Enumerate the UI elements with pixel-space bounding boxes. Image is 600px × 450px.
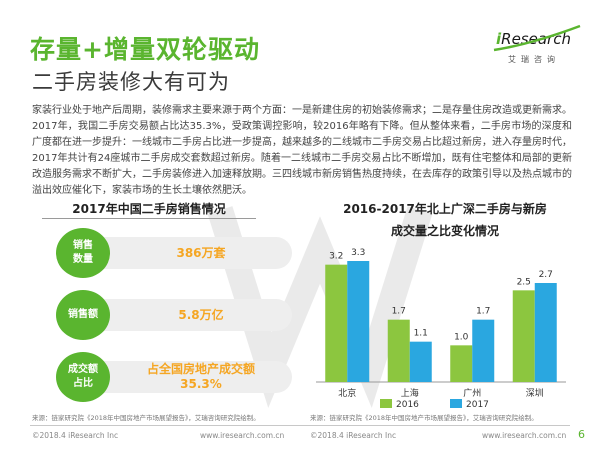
logo-chinese: 艾瑞咨询 — [508, 55, 560, 64]
stat-bar — [76, 361, 292, 393]
left-source-note: 来源：链家研究院《2018年中国房地产市场展望报告》，艾瑞咨询研究院绘制。 — [32, 414, 260, 422]
stat-value: 5.8万亿 — [178, 308, 224, 322]
legend-swatch-2017 — [450, 399, 462, 408]
bar-2017-北京 — [347, 261, 370, 382]
bar-2017-上海 — [409, 341, 432, 382]
bar-2016-上海 — [387, 319, 410, 382]
stat-sales-amount: 5.8万亿 销售额 — [56, 290, 296, 340]
bar-2017-深圳 — [534, 283, 557, 382]
footer-copyright-right: ©2018.4 iResearch Inc — [310, 431, 397, 440]
stat-value: 占全国房地产成交额 35.3% — [146, 362, 255, 391]
stat-label: 成交额 占比 — [56, 352, 110, 402]
footer-copyright-left: ©2018.4 iResearch Inc — [32, 431, 119, 440]
stat-bar — [76, 299, 292, 331]
stat-label-text: 成交额 占比 — [68, 364, 98, 389]
left-panel-divider — [42, 218, 256, 219]
page-number: 6 — [578, 428, 585, 441]
iresearch-logo: iResearch 艾瑞咨询 — [493, 24, 581, 70]
footer-url-right: www.iresearch.com.cn — [482, 431, 567, 440]
bar-data-label: 1.7 — [392, 307, 406, 317]
bar-data-label: 1.7 — [476, 307, 490, 317]
bar-data-label: 2.5 — [517, 277, 531, 287]
stat-label-text: 销售 数量 — [73, 240, 93, 265]
bar-data-label: 3.2 — [329, 252, 343, 262]
bar-2016-深圳 — [512, 290, 535, 382]
x-tick-label: 深圳 — [526, 388, 544, 399]
stat-label: 销售 数量 — [56, 228, 110, 278]
chart-source-note: 来源：链家研究院《2018年中国房地产市场展望报告》，艾瑞咨询研究院绘制。 — [310, 414, 538, 422]
bar-2016-北京 — [325, 264, 348, 382]
x-tick-label: 广州 — [463, 387, 481, 399]
bar-data-label: 1.0 — [454, 332, 469, 342]
bar-2016-广州 — [450, 345, 473, 382]
bar-data-label: 1.1 — [414, 329, 428, 339]
legend-label-2016: 2016 — [396, 400, 419, 410]
stat-label-text: 销售额 — [68, 309, 98, 320]
intro-paragraph: 家装行业处于地产后周期，装修需求主要来源于两个方面：一是新建住房的初始装修需求；… — [32, 105, 572, 196]
bar-chart: 3.2 3.3 北京 1.7 1.1 上海 1.0 1.7 广州 2.5 2.7 深圳 2016 2017 — [316, 248, 566, 410]
bar-data-label: 2.7 — [539, 270, 553, 280]
x-tick-label: 上海 — [401, 387, 419, 399]
stat-value: 386万套 — [176, 246, 226, 260]
logo-swoosh-icon — [493, 24, 581, 52]
page-subtitle: 二手房装修大有可为 — [32, 70, 230, 94]
footer-url-left: www.iresearch.com.cn — [200, 431, 285, 440]
stat-label: 销售额 — [56, 290, 110, 340]
bar-data-label: 3.3 — [351, 248, 365, 258]
legend-label-2017: 2017 — [466, 400, 489, 410]
chart-title: 2016-2017年北上广深二手房与新房 成交量之比变化情况 — [343, 202, 547, 238]
left-panel-title: 2017年中国二手房销售情况 — [72, 202, 226, 216]
stat-share: 占全国房地产成交额 35.3% 成交额 占比 — [56, 352, 296, 402]
page-title: 存量+增量双轮驱动 — [30, 35, 260, 64]
stat-bar — [76, 237, 292, 269]
stat-sales-volume: 386万套 销售 数量 — [56, 228, 296, 278]
bar-2017-广州 — [472, 319, 495, 382]
x-tick-label: 北京 — [338, 387, 356, 399]
legend-swatch-2016 — [380, 399, 392, 408]
footer-divider — [30, 425, 570, 426]
